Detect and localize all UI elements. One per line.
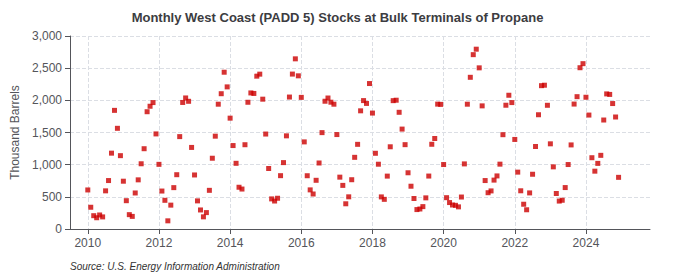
svg-text:3,000: 3,000 <box>32 29 62 43</box>
svg-text:2010: 2010 <box>74 236 101 250</box>
svg-text:Monthly West Coast (PADD 5) St: Monthly West Coast (PADD 5) Stocks at Bu… <box>132 10 544 25</box>
svg-text:2014: 2014 <box>217 236 244 250</box>
svg-text:2012: 2012 <box>146 236 173 250</box>
svg-text:2,500: 2,500 <box>32 61 62 75</box>
svg-text:0: 0 <box>55 222 62 236</box>
svg-text:2018: 2018 <box>359 236 386 250</box>
svg-text:2022: 2022 <box>501 236 528 250</box>
svg-text:2020: 2020 <box>430 236 457 250</box>
svg-text:Thousand Barrels: Thousand Barrels <box>8 85 22 180</box>
svg-text:1,000: 1,000 <box>32 158 62 172</box>
svg-text:2024: 2024 <box>573 236 600 250</box>
svg-text:2,000: 2,000 <box>32 93 62 107</box>
svg-text:500: 500 <box>42 190 62 204</box>
svg-text:Source: U.S. Energy Informatio: Source: U.S. Energy Information Administ… <box>70 261 280 272</box>
svg-text:2016: 2016 <box>288 236 315 250</box>
svg-text:1,500: 1,500 <box>32 126 62 140</box>
